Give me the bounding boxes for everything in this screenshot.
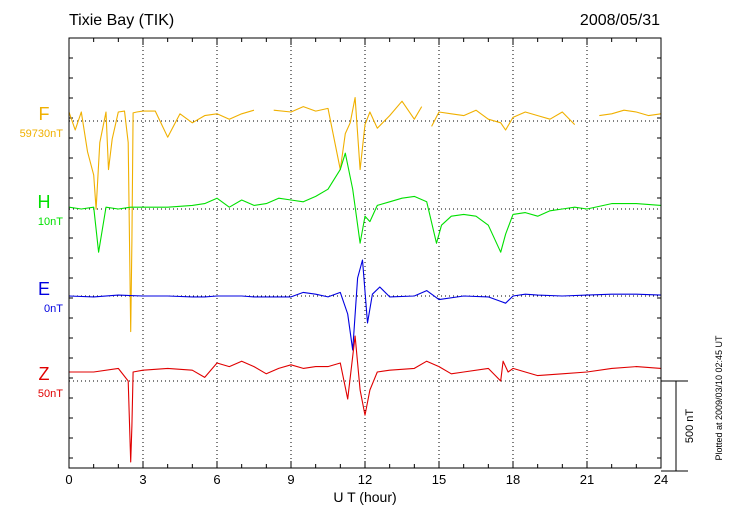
x-tick-label: 15 <box>432 472 446 487</box>
series-baseline-label: 59730nT <box>20 128 64 140</box>
x-tick-label: 3 <box>139 472 146 487</box>
x-tick-label: 6 <box>213 472 220 487</box>
series-name-z: Z <box>39 364 50 384</box>
x-axis: 0 3 6 9 12 15 18 21 24 <box>65 37 668 487</box>
x-tick-label: 9 <box>287 472 294 487</box>
chart-date: 2008/05/31 <box>580 12 660 29</box>
series-baseline-label: 0nT <box>44 303 63 315</box>
scale-bar: 500 nT <box>661 380 696 472</box>
scale-bar-label: 500 nT <box>684 409 696 444</box>
x-axis-label: U T (hour) <box>333 489 396 505</box>
series-traces <box>68 97 662 463</box>
series-line-e <box>68 259 662 351</box>
x-tick-label: 12 <box>358 472 372 487</box>
series-line-f <box>68 97 662 333</box>
series-name-e: E <box>38 279 50 299</box>
x-tick-label: 21 <box>580 472 594 487</box>
series-name-f: F <box>39 104 50 124</box>
grid-lines <box>69 38 661 468</box>
x-tick-label: 18 <box>506 472 520 487</box>
plot-frame <box>68 37 662 469</box>
series-baseline-label: 10nT <box>38 216 63 228</box>
chart-title: Tixie Bay (TIK) <box>69 12 174 29</box>
series-line-z <box>69 335 662 463</box>
x-tick-label: 0 <box>65 472 72 487</box>
series-baseline-label: 50nT <box>38 388 63 400</box>
series-line-h <box>68 152 662 253</box>
series-name-h: H <box>38 192 51 212</box>
x-tick-label: 24 <box>654 472 668 487</box>
series-labels: F 59730nT H 10nT E 0nT Z 50nT <box>20 104 64 400</box>
plotted-note: Plotted at 2009/03/10 02:45 UT <box>714 335 724 461</box>
